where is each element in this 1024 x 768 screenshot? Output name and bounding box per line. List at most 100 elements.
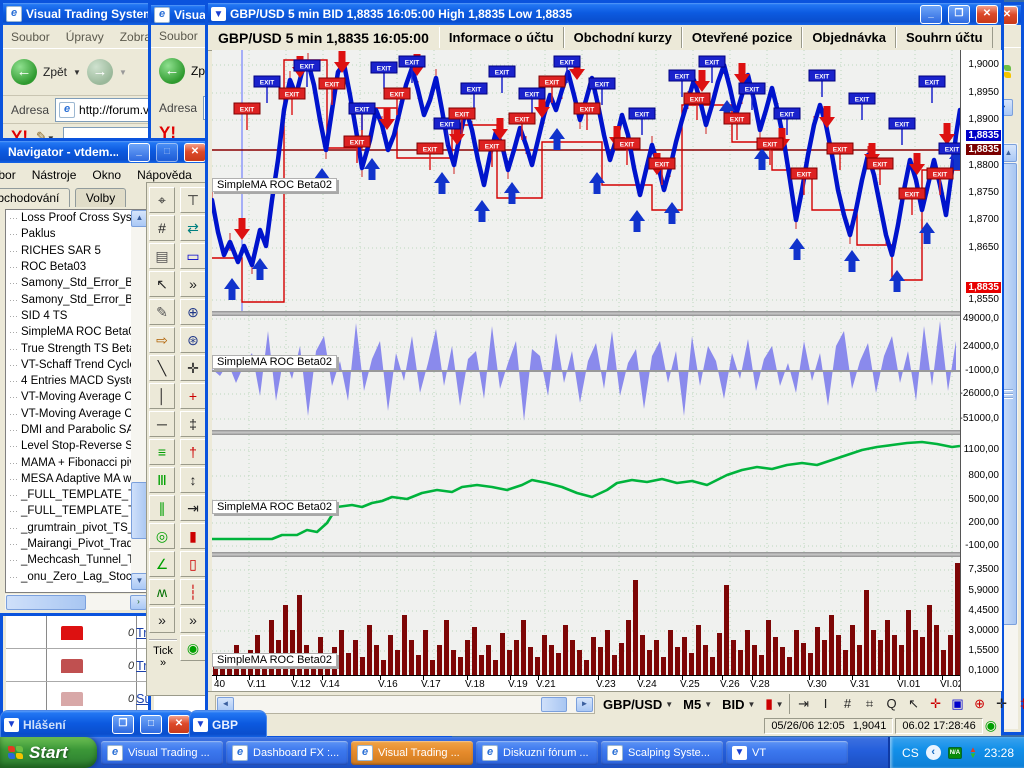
list-item[interactable]: ··· Paklus bbox=[6, 226, 149, 242]
symbol-selector[interactable]: GBP/USD ▼ bbox=[603, 696, 674, 712]
gbp-minimized-bar[interactable]: ▼ GBP bbox=[189, 710, 267, 739]
na-status-tray-icon[interactable]: N/A bbox=[947, 746, 963, 759]
pointer-tool-icon[interactable]: ↖ bbox=[908, 696, 919, 711]
link-windows-icon[interactable]: ⇄ bbox=[180, 215, 206, 241]
quote-icon[interactable]: Q bbox=[886, 696, 897, 711]
chart-menu-2[interactable]: Otevřené pozice bbox=[681, 27, 803, 48]
tab-obchodovani[interactable]: Obchodování bbox=[0, 188, 71, 207]
navigator-menu-item-1[interactable]: Nástroje bbox=[31, 167, 77, 182]
list-item[interactable]: ··· _FULL_TEMPLATE_Tradi bbox=[6, 503, 149, 519]
taskbar-task-1[interactable]: e Dashboard FX :... bbox=[226, 740, 348, 765]
chart-menu-4[interactable]: Souhrn účtu bbox=[896, 27, 993, 48]
list-item[interactable]: ··· ROC Beta03 bbox=[6, 259, 149, 275]
panel-separator[interactable] bbox=[212, 430, 960, 435]
cursor-ibeam-icon[interactable]: I bbox=[823, 696, 828, 711]
back-icon[interactable]: ← bbox=[159, 58, 185, 84]
list-item[interactable]: ··· _grumtrain_pivot_TS_01 bbox=[6, 520, 149, 536]
yahoo-icon[interactable]: Y! bbox=[159, 123, 176, 142]
list-item[interactable]: ··· VT-Moving Average Cros bbox=[6, 389, 149, 405]
cursor-values-icon[interactable]: ↕ bbox=[180, 467, 206, 493]
snap-right-icon[interactable]: ⇥ bbox=[798, 696, 809, 711]
tick-globe-icon[interactable]: ◉ bbox=[180, 635, 206, 661]
oscillator-chart[interactable] bbox=[212, 316, 960, 430]
channel-icon[interactable]: ∥ bbox=[149, 495, 175, 521]
more2-chevron-icon[interactable]: » bbox=[180, 607, 206, 633]
navigator-hscrollbar[interactable]: › bbox=[5, 594, 148, 610]
timeframe-selector[interactable]: M5 ▼ bbox=[683, 696, 713, 712]
pointer-icon[interactable]: ↖ bbox=[149, 271, 175, 297]
select-region-icon[interactable]: ⌗ bbox=[865, 696, 874, 711]
horizontal-line-icon[interactable]: ─ bbox=[149, 411, 175, 437]
list-item[interactable]: ··· Level Stop-Reverse Syst bbox=[6, 438, 149, 454]
vertical-line-icon[interactable]: │ bbox=[149, 383, 175, 409]
close-icon[interactable]: ✕ bbox=[184, 142, 206, 162]
fibo-retracement-icon[interactable]: ≡ bbox=[149, 439, 175, 465]
taskbar-task-2[interactable]: e Visual Trading ... bbox=[351, 740, 473, 765]
more-chevron-icon[interactable]: » bbox=[159, 657, 167, 669]
edit-note-icon[interactable]: ✎ bbox=[149, 299, 175, 325]
snap-right-icon[interactable]: ⇥ bbox=[180, 495, 206, 521]
crosshair2-icon[interactable]: ‡ bbox=[1013, 694, 1024, 714]
list-item[interactable]: ··· True Strength TS Beta 03 bbox=[6, 340, 149, 356]
zoom-in-icon[interactable]: ⊕ bbox=[974, 696, 985, 711]
fibo-circles-icon[interactable]: ◎ bbox=[149, 523, 175, 549]
navigator-list-scrollbar[interactable]: ▲ ▼ bbox=[131, 210, 148, 590]
chart-plot-region[interactable]: EXIT EXIT EXIT EXIT EXIT EXIT EXIT EXIT EXIT EXIT… bbox=[212, 50, 960, 691]
taskbar-task-4[interactable]: e Scalping Syste... bbox=[601, 740, 723, 765]
crosshair-down-icon[interactable]: † bbox=[180, 439, 206, 465]
zoom-in-icon[interactable]: ⊕ bbox=[180, 299, 206, 325]
restore-icon[interactable]: ❒ bbox=[948, 4, 970, 24]
back-dropdown-icon[interactable]: ▼ bbox=[73, 67, 81, 77]
scrollbar-thumb[interactable] bbox=[541, 697, 567, 712]
lasso-select-icon[interactable]: ⌖ bbox=[149, 187, 175, 213]
list-item[interactable]: ··· MAMA + Fibonacci pivot bbox=[6, 454, 149, 470]
list-item[interactable]: ··· _FULL_TEMPLATE_Tradi bbox=[6, 487, 149, 503]
chart-menu-0[interactable]: Informace o účtu bbox=[438, 27, 564, 48]
fibo-fan-icon[interactable]: ∠ bbox=[149, 551, 175, 577]
list-item[interactable]: ··· SimpleMA ROC Beta02 bbox=[6, 324, 149, 340]
minimize-icon[interactable]: _ bbox=[128, 142, 150, 162]
scroll-right-icon[interactable]: ► bbox=[576, 697, 593, 712]
maximize-icon[interactable]: □ bbox=[156, 142, 178, 162]
tick-mode-label[interactable]: Tick bbox=[149, 639, 177, 657]
taskbar-task-3[interactable]: e Diskuzní fórum ... bbox=[476, 740, 598, 765]
chart-menu-3[interactable]: Objednávka bbox=[802, 27, 897, 48]
minimize-icon[interactable]: _ bbox=[920, 4, 942, 24]
window-layout-icon[interactable]: ▭ bbox=[180, 243, 206, 269]
maximize-icon[interactable]: □ bbox=[140, 715, 162, 734]
list-item[interactable]: ··· _onu_Zero_Lag_Stochas bbox=[6, 569, 149, 585]
list-item[interactable]: ··· Loss Proof Cross Syster bbox=[6, 210, 149, 226]
forward-icon[interactable]: → bbox=[86, 59, 113, 85]
pin-icon[interactable]: ⊤ bbox=[180, 187, 206, 213]
save-page-icon[interactable]: ▤ bbox=[149, 243, 175, 269]
scrollbar-thumb[interactable] bbox=[6, 595, 86, 610]
keyboard-layout-indicator[interactable]: CS bbox=[902, 745, 919, 760]
fibo-timezones-icon[interactable]: Ⅲ bbox=[149, 467, 175, 493]
close-icon[interactable]: ✕ bbox=[168, 715, 190, 734]
hide-icons-chevron-icon[interactable]: ‹ bbox=[925, 745, 941, 760]
menu-soubor[interactable]: Soubor bbox=[159, 29, 198, 43]
list-item[interactable]: ··· _Mechcash_Tunnel_Trad bbox=[6, 552, 149, 568]
start-button[interactable]: Start bbox=[0, 737, 97, 768]
scroll-right-icon[interactable]: › bbox=[130, 595, 147, 610]
navigator-titlebar[interactable]: Navigator - vtdem... _ □ ✕ bbox=[0, 141, 209, 163]
chart-menu-1[interactable]: Obchodní kurzy bbox=[563, 27, 682, 48]
crosshair-small-icon[interactable]: + bbox=[180, 383, 206, 409]
more-tools-chevron-icon[interactable]: » bbox=[149, 607, 175, 633]
candle-filled-icon[interactable]: ▮ bbox=[180, 523, 206, 549]
equity-chart[interactable] bbox=[212, 435, 960, 552]
menu-item-0[interactable]: Soubor bbox=[11, 29, 50, 44]
taskbar-task-0[interactable]: e Visual Trading ... bbox=[101, 740, 223, 765]
list-item[interactable]: ··· SID 4 TS bbox=[6, 308, 149, 324]
hand-pointer-icon[interactable]: ⇨ bbox=[149, 327, 175, 353]
list-item[interactable]: ··· _Mairangi_Pivot_Trading_ bbox=[6, 536, 149, 552]
list-item[interactable]: ··· 4 Entries MACD System v bbox=[6, 373, 149, 389]
volume-chart[interactable] bbox=[212, 557, 960, 675]
list-item[interactable]: ··· VT-Moving Average Cros bbox=[6, 406, 149, 422]
list-item[interactable]: ··· MESA Adaptive MA with bbox=[6, 471, 149, 487]
chart-titlebar[interactable]: ▼ GBP/USD 5 min BID 1,8835 16:05:00 High… bbox=[208, 3, 1001, 25]
node-link-icon[interactable]: ▣ bbox=[951, 696, 964, 711]
tab-volby[interactable]: Volby bbox=[74, 188, 127, 207]
menu-item-1[interactable]: Úpravy bbox=[65, 29, 104, 44]
list-item[interactable]: ··· VT-Schaff Trend Cycle S bbox=[6, 357, 149, 373]
